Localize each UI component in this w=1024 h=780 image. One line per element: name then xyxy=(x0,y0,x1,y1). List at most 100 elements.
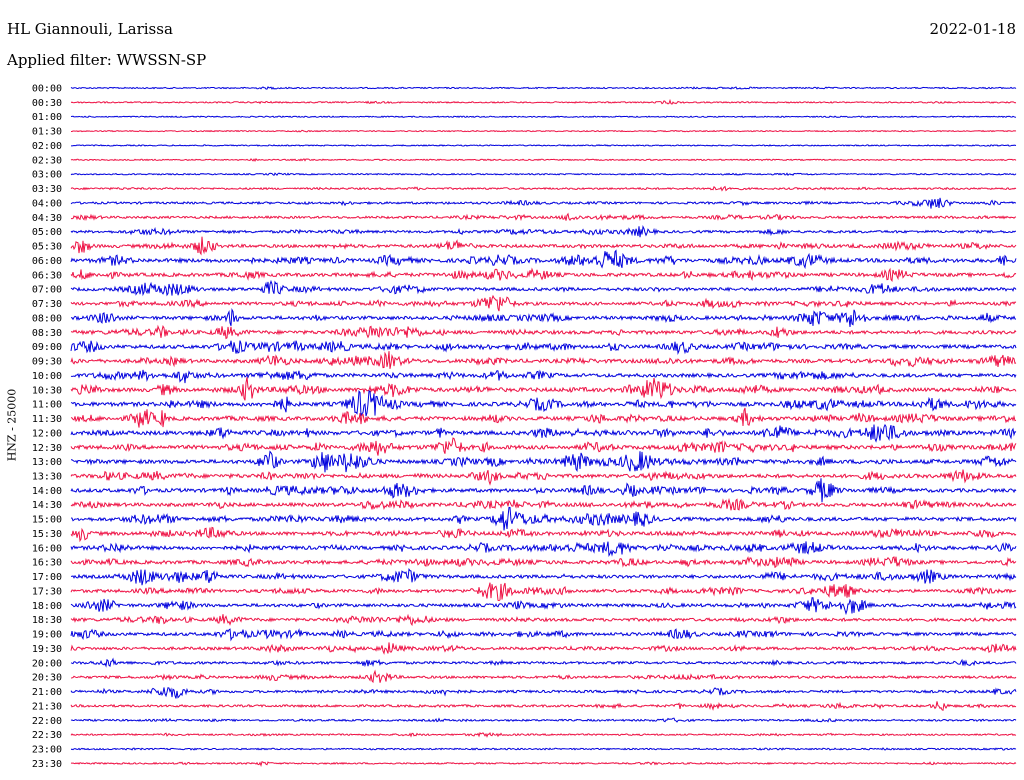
trace-time-label: 12:30 xyxy=(32,443,62,454)
seismic-trace xyxy=(70,761,1017,768)
trace-time-label: 10:30 xyxy=(32,385,62,396)
trace-time-label: 09:30 xyxy=(32,357,62,368)
trace-time-label: 02:00 xyxy=(32,141,62,152)
trace-time-label: 18:30 xyxy=(32,615,62,626)
trace-time-label: 14:00 xyxy=(32,486,62,497)
seismic-trace xyxy=(71,129,1017,133)
seismic-trace xyxy=(70,582,1017,602)
seismic-trace xyxy=(70,324,1017,340)
seismic-trace xyxy=(70,628,1017,642)
trace-time-label: 14:30 xyxy=(32,500,62,511)
date-label: 2022-01-18 xyxy=(929,20,1016,38)
trace-time-label: 02:30 xyxy=(32,155,62,166)
trace-time-label: 19:00 xyxy=(32,630,62,641)
trace-time-label: 17:00 xyxy=(32,572,62,583)
seismic-trace xyxy=(70,701,1017,712)
trace-time-label: 20:30 xyxy=(32,673,62,684)
seismic-trace xyxy=(71,144,1017,147)
trace-time-label: 16:30 xyxy=(32,558,62,569)
trace-time-label: 12:00 xyxy=(32,428,62,439)
trace-time-label: 08:00 xyxy=(32,313,62,324)
seismic-trace xyxy=(70,613,1017,627)
trace-time-label: 21:00 xyxy=(32,687,62,698)
trace-time-label: 03:30 xyxy=(32,184,62,195)
seismic-trace xyxy=(70,340,1017,356)
seismic-trace xyxy=(70,687,1017,699)
trace-time-label: 00:00 xyxy=(32,84,62,95)
trace-time-label: 04:00 xyxy=(32,198,62,209)
seismic-trace xyxy=(70,568,1017,586)
seismic-trace xyxy=(70,267,1017,282)
station-title: HL Giannouli, Larissa xyxy=(7,20,173,38)
trace-time-label: 06:30 xyxy=(32,270,62,281)
trace-time-label: 03:00 xyxy=(32,170,62,181)
seismic-trace xyxy=(70,423,1017,443)
seismic-trace xyxy=(70,212,1017,222)
seismic-trace xyxy=(70,351,1017,369)
trace-time-label: 23:00 xyxy=(32,745,62,756)
trace-time-label: 23:30 xyxy=(32,759,62,770)
trace-time-label: 07:00 xyxy=(32,285,62,296)
seismic-trace xyxy=(70,497,1017,511)
trace-time-label: 06:00 xyxy=(32,256,62,267)
seismic-trace xyxy=(70,526,1017,543)
trace-time-label: 17:30 xyxy=(32,586,62,597)
seismic-trace xyxy=(70,249,1017,270)
trace-time-label: 11:00 xyxy=(32,400,62,411)
seismic-trace xyxy=(70,669,1017,684)
trace-time-label: 09:00 xyxy=(32,342,62,353)
seismic-trace xyxy=(70,541,1017,558)
seismic-trace xyxy=(70,279,1017,297)
trace-time-label: 15:00 xyxy=(32,515,62,526)
seismic-trace xyxy=(70,478,1017,503)
seismic-trace xyxy=(70,407,1017,428)
seismic-trace xyxy=(70,185,1017,192)
seismic-trace xyxy=(71,450,1017,473)
seismic-trace xyxy=(70,657,1017,668)
trace-time-label: 19:30 xyxy=(32,644,62,655)
trace-time-label: 05:00 xyxy=(32,227,62,238)
trace-time-label: 05:30 xyxy=(32,242,62,253)
seismic-trace xyxy=(70,377,1017,401)
trace-time-label: 16:00 xyxy=(32,543,62,554)
seismic-trace xyxy=(70,307,1017,328)
trace-time-label: 04:30 xyxy=(32,213,62,224)
trace-time-label: 18:00 xyxy=(32,601,62,612)
seismic-trace xyxy=(70,390,1017,417)
seismic-trace xyxy=(70,642,1017,655)
trace-time-label: 00:30 xyxy=(32,98,62,109)
seismic-trace xyxy=(70,506,1017,531)
seismic-trace xyxy=(70,469,1017,486)
seismic-trace xyxy=(70,197,1016,209)
seismic-trace xyxy=(70,369,1017,384)
trace-time-label: 13:00 xyxy=(32,457,62,468)
trace-time-label: 15:30 xyxy=(32,529,62,540)
trace-time-label: 11:30 xyxy=(32,414,62,425)
seismic-trace xyxy=(70,225,1016,238)
trace-time-label: 01:30 xyxy=(32,127,62,138)
seismic-trace xyxy=(70,437,1017,456)
trace-time-label: 22:00 xyxy=(32,716,62,727)
seismic-trace xyxy=(70,115,1017,119)
seismic-trace xyxy=(70,236,1017,256)
seismic-trace xyxy=(70,158,1017,162)
seismic-trace xyxy=(70,717,1017,723)
trace-time-label: 07:30 xyxy=(32,299,62,310)
trace-time-label: 22:30 xyxy=(32,730,62,741)
trace-time-label: 10:00 xyxy=(32,371,62,382)
seismic-trace xyxy=(70,556,1017,569)
filter-label: Applied filter: WWSSN-SP xyxy=(7,51,207,69)
seismic-trace xyxy=(70,294,1017,312)
trace-time-label: 13:30 xyxy=(32,471,62,482)
seismic-trace xyxy=(70,98,1017,105)
trace-time-label: 20:00 xyxy=(32,658,62,669)
seismic-trace xyxy=(70,172,1017,177)
seismic-trace xyxy=(70,86,1017,90)
seismic-trace xyxy=(70,597,1017,616)
seismic-trace xyxy=(70,747,1017,751)
trace-time-label: 08:30 xyxy=(32,328,62,339)
trace-time-label: 01:00 xyxy=(32,112,62,123)
seismic-trace xyxy=(70,731,1017,738)
trace-time-label: 21:30 xyxy=(32,701,62,712)
